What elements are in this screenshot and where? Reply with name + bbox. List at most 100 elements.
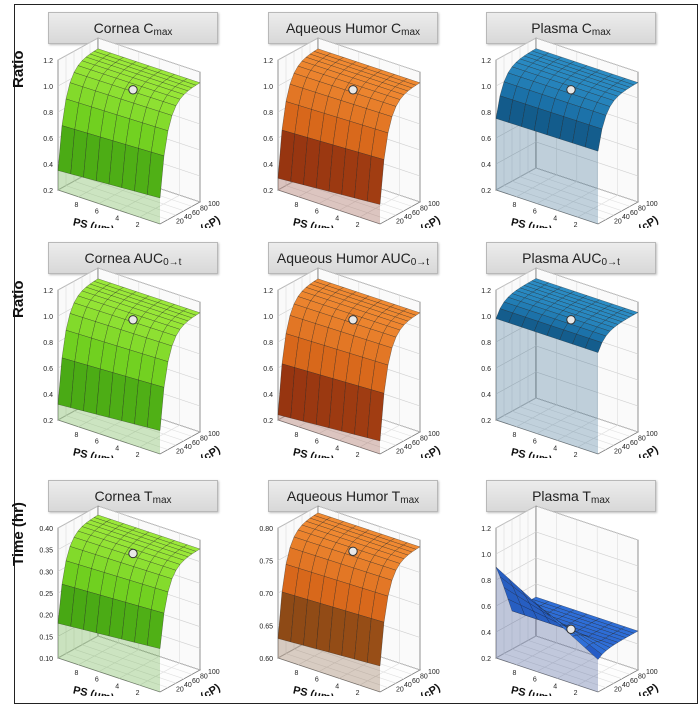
z-tick-label: 40 [184,444,192,451]
panel-cornea-tmax: Cornea Tmax Time (hr) 0.10 0.15 0.20 0.25 0.… [0,470,232,696]
y-tick-label: 0.4 [481,392,491,399]
y-tick-label: 0.2 [481,656,491,663]
panel-cornea-cmax: Cornea Cmax Ratio 0.2 0.4 0.6 0.8 1.0 1.2 8 6 4 2… [0,2,232,228]
floor-grid [511,648,615,684]
panel-title: Plasma Tmax [486,480,656,512]
data-marker [128,85,138,95]
y-tick-label: 0.8 [481,110,491,117]
y-tick-label: 0.6 [263,366,273,373]
data-marker [348,546,358,557]
data-marker [128,315,138,325]
z-tick-label: 20 [614,219,622,226]
title-text: Cornea [84,250,131,266]
y-tick-label: 0.2 [481,188,491,195]
z-tick-label: 60 [192,678,200,685]
grid-line [277,505,421,541]
panel-title: Cornea AUC0→t [48,242,218,274]
title-text: Cornea [94,488,141,504]
grid-line [495,635,639,671]
x-tick-label: 4 [115,683,119,690]
data-marker [566,85,576,95]
y-tick-label: 0.25 [39,591,53,598]
x-tick-label: 2 [356,222,360,228]
x-tick-label: 6 [533,677,537,684]
surface-patch [147,383,165,431]
grid-line [277,267,421,303]
z-tick-label: 40 [622,682,630,689]
y-tick-label: 1.2 [481,58,491,65]
surface-skirt [278,638,380,692]
floor-grid [119,656,160,679]
z-tick-label: 80 [638,673,646,680]
z-tick-label: 100 [208,201,220,208]
floor-grid [65,185,169,220]
grid-line [495,267,639,303]
x-tick-label: 2 [574,690,578,696]
surface [57,278,201,454]
surface-skirt [58,404,160,454]
x-tick-label: 6 [95,209,99,216]
y-tick-label: 1.2 [43,288,53,295]
title-prefix: C [581,20,592,36]
floor-grid [139,662,180,686]
panel-aqueous-auc: Aqueous Humor AUC0→t 0.2 0.4 0.6 0.8 1.0 1.2 8… [220,232,452,458]
x-axis-label: PS (μm) [292,446,335,458]
z-tick-label: 100 [646,669,658,676]
y-tick-label: 0.6 [43,366,53,373]
floor-grid [73,180,177,216]
z-tick-label: 100 [428,201,440,208]
title-subscript: max [153,27,173,38]
panel-plasma-auc: Plasma AUC0→t 0.2 0.4 0.6 0.8 1.0 1.2 8 6 4 2 20 40… [438,232,670,458]
x-tick-label: 8 [74,670,78,677]
grid-line [57,505,201,541]
z-tick-label: 60 [192,440,200,447]
y-tick-label: 1.0 [481,84,491,91]
x-tick-label: 8 [512,432,516,439]
data-marker [566,315,576,325]
floor-grid [285,185,389,220]
title-prefix: AUC [571,250,602,266]
surface-patch [584,124,603,152]
x-tick-label: 8 [294,202,298,209]
z-tick-label: 20 [614,687,622,694]
floor-grid [65,415,169,450]
floor-grid [527,640,631,675]
floor-grid [519,406,623,442]
z-tick-label: 100 [646,201,658,208]
z-tick-label: 100 [208,669,220,676]
z-tick-label: 60 [412,678,420,685]
z-tick-label: 80 [420,435,428,442]
z-tick-label: 80 [200,205,208,212]
data-marker [348,85,358,95]
z-tick-label: 20 [176,687,184,694]
x-tick-label: 6 [315,209,319,216]
z-tick-label: 60 [630,440,638,447]
z-tick-label: 20 [396,449,404,456]
floor-grid [511,180,615,216]
x-tick-label: 8 [74,432,78,439]
panel-title: Aqueous Humor Cmax [268,12,438,44]
z-tick-label: 60 [630,210,638,217]
title-prefix: AUC [381,250,411,266]
y-tick-label: 0.4 [43,392,53,399]
z-tick-label: 40 [404,682,412,689]
x-tick-label: 2 [136,690,140,696]
surface-patch [367,155,385,205]
surface-patch [147,151,165,199]
title-prefix: T [144,488,153,504]
floor-grid [511,410,615,446]
floor-grid [89,640,193,675]
y-tick-label: 0.30 [39,569,53,576]
title-subscript: 0→t [163,257,182,268]
floor-grid [536,181,577,204]
grid-line [57,267,201,303]
y-tick-label: 0.80 [259,526,273,533]
floor-grid [557,188,598,211]
floor-grid [73,410,177,446]
x-axis-label: PS (μm) [510,216,553,228]
floor-grid [359,194,400,218]
x-tick-label: 6 [315,677,319,684]
